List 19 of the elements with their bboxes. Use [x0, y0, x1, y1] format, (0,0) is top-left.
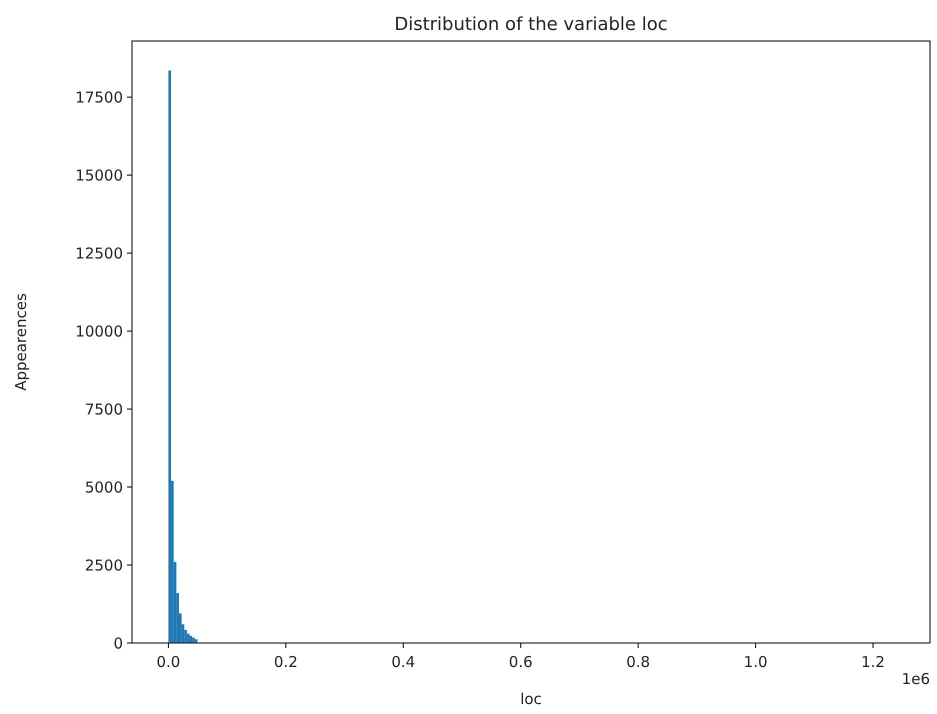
y-tick-label: 7500 — [84, 400, 123, 418]
y-tick-label: 2500 — [84, 556, 123, 574]
y-tick-label: 17500 — [75, 88, 123, 106]
y-tick-label: 10000 — [75, 322, 123, 340]
x-tick-label: 0.6 — [508, 653, 533, 671]
y-tick-label: 12500 — [75, 244, 123, 262]
x-tick-label: 0.2 — [274, 653, 298, 671]
y-tick-label: 0 — [113, 634, 123, 652]
x-tick-label: 0.0 — [156, 653, 180, 671]
x-tick-label: 1.0 — [744, 653, 768, 671]
x-axis-title: loc — [520, 690, 542, 708]
text: 1e6 — [902, 670, 930, 688]
x-tick-label: 0.8 — [626, 653, 650, 671]
y-tick-label: 15000 — [75, 166, 123, 184]
x-tick-label: 0.4 — [391, 653, 416, 671]
x-tick-label: 1.2 — [861, 653, 885, 671]
y-axis-title: Appearences — [12, 293, 30, 391]
chart-title: Distribution of the variable loc — [394, 14, 668, 35]
y-tick-label: 5000 — [84, 478, 123, 496]
